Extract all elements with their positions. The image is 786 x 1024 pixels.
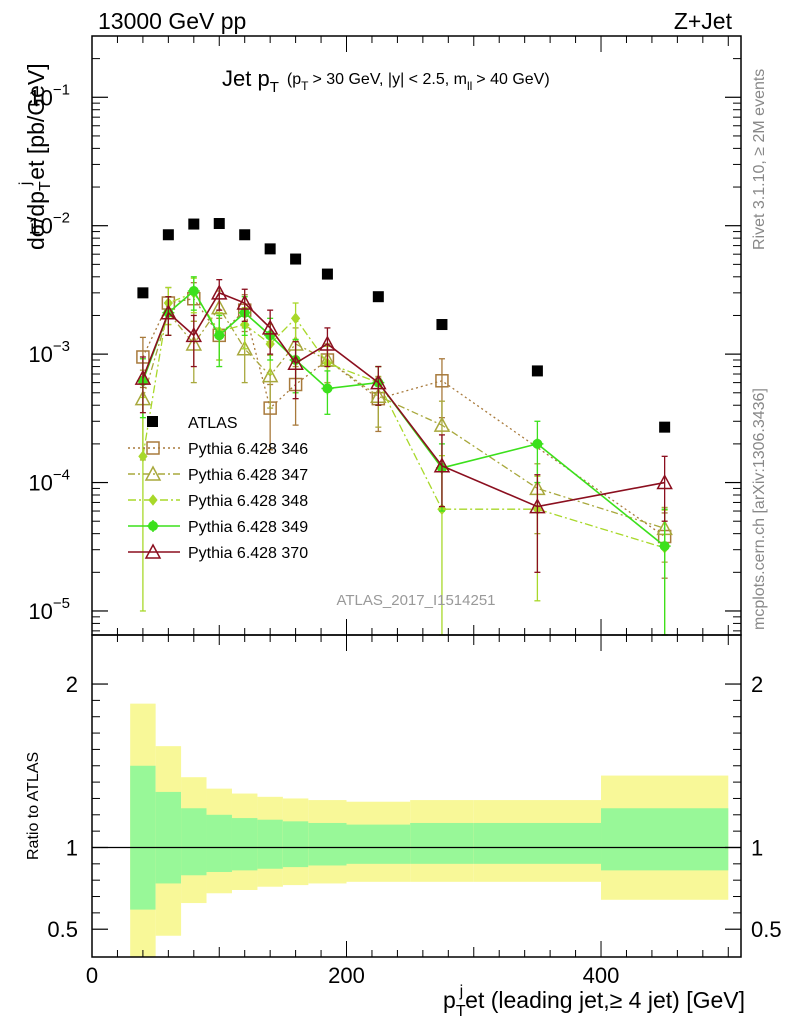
uncertainty-band-inner — [601, 808, 729, 871]
data-point — [261, 319, 279, 335]
ratio-y-tick-label: 2 — [751, 672, 763, 697]
data-point — [137, 287, 149, 299]
legend-label: Pythia 6.428 348 — [188, 493, 308, 510]
data-point — [433, 416, 451, 432]
ratio-y-tick-label: 2 — [66, 672, 78, 697]
legend-marker — [147, 520, 159, 532]
data-point — [436, 319, 448, 331]
data-point — [319, 335, 336, 351]
series-line — [142, 289, 666, 547]
analysis-watermark: ATLAS_2017_I1514251 — [336, 592, 495, 609]
ratio-y-tick-label: 0.5 — [751, 917, 782, 942]
data-point — [435, 374, 449, 388]
legend-marker — [148, 494, 158, 506]
legend-label: Pythia 6.428 349 — [188, 519, 308, 536]
data-point — [531, 365, 543, 377]
ratio-y-axis-label: Ratio to ATLAS — [25, 752, 42, 860]
data-point — [321, 268, 333, 280]
data-point — [372, 291, 384, 303]
main-panel-content — [134, 218, 673, 636]
series-atlas-data — [137, 218, 671, 433]
uncertainty-band-inner — [346, 824, 411, 864]
ratio-y-tick-label: 1 — [751, 835, 763, 860]
data-point — [185, 326, 203, 343]
x-axis-label: pTjet (leading jet,≥ 4 jet) [GeV] — [443, 983, 745, 1020]
data-point — [188, 218, 200, 230]
ratio-panel-content — [92, 703, 741, 957]
legend: ATLAS Pythia 6.428 346 Pythia 6.428 347 Pyt… — [128, 415, 308, 562]
series-line — [142, 291, 665, 508]
data-point — [160, 304, 177, 320]
data-point — [290, 312, 301, 325]
series-line — [142, 298, 666, 538]
data-point — [236, 340, 253, 356]
ratio-y-tick-label: 1 — [66, 835, 78, 860]
uncertainty-band-inner — [473, 822, 602, 864]
data-point — [239, 229, 251, 241]
data-point — [162, 229, 174, 241]
series-line — [142, 306, 665, 529]
uncertainty-band-inner — [231, 818, 258, 871]
data-point — [433, 457, 451, 473]
rivet-version-label: Rivet 3.1.10, ≥ 2M events — [751, 69, 768, 250]
data-point — [138, 450, 148, 463]
data-point — [658, 540, 671, 553]
process-label: Z+Jet — [674, 8, 733, 34]
data-point — [656, 473, 673, 490]
uncertainty-band-inner — [206, 814, 232, 873]
data-point — [187, 285, 200, 298]
y-tick-label: 10−4 — [28, 467, 70, 496]
legend-marker — [144, 465, 162, 481]
y-tick-label: 10−5 — [28, 595, 70, 624]
energy-label: 13000 GeV pp — [98, 8, 246, 34]
legend-label: Pythia 6.428 346 — [188, 441, 308, 458]
plot-title: Jet pT (pT > 30 GeV, |y| < 2.5, mll > 40 Ge… — [222, 66, 550, 96]
uncertainty-band-inner — [130, 765, 156, 910]
x-tick-label: 400 — [583, 963, 620, 988]
y-tick-label: 10−1 — [28, 81, 70, 110]
y-tick-label: 10−3 — [28, 338, 70, 367]
main-axis-ticks: 10−5 10−4 10−3 10−2 10−1 — [28, 36, 741, 635]
data-point — [290, 253, 302, 265]
mcplots-source-label: mcplots.cern.ch [arXiv:1306.3436] — [751, 388, 768, 630]
main-y-axis-label: dσ/dpTjet [pb/GeV] — [17, 63, 54, 250]
data-point — [210, 284, 228, 300]
legend-marker — [144, 543, 162, 559]
y-tick-label: 10−2 — [28, 210, 70, 239]
data-point — [134, 369, 152, 385]
data-point — [529, 497, 546, 514]
uncertainty-band-inner — [181, 808, 207, 876]
legend-label: Pythia 6.428 347 — [188, 467, 308, 484]
data-point — [659, 421, 671, 433]
uncertainty-band-inner — [282, 821, 309, 868]
x-tick-label: 200 — [328, 963, 365, 988]
legend-marker — [147, 416, 158, 427]
legend-label: Pythia 6.428 370 — [188, 545, 308, 562]
data-point — [370, 374, 387, 390]
data-point — [531, 437, 544, 450]
data-point — [321, 382, 334, 395]
ratio-axis-ticks: 0 200 400 0.5 0.5 1 1 2 2 — [47, 635, 782, 988]
data-point — [213, 218, 225, 230]
legend-label: ATLAS — [188, 415, 238, 432]
legend-marker — [146, 441, 160, 455]
ratio-panel-frame — [91, 634, 742, 958]
uncertainty-band-inner — [410, 822, 474, 864]
x-tick-label: 0 — [86, 963, 98, 988]
uncertainty-band-inner — [257, 819, 283, 869]
data-point — [287, 354, 304, 370]
data-point — [236, 294, 253, 310]
uncertainty-band-inner — [155, 791, 182, 884]
data-point — [213, 329, 226, 342]
data-point — [261, 367, 279, 383]
series-s370 — [134, 279, 673, 573]
uncertainty-band-inner — [308, 822, 347, 866]
ratio-y-tick-label: 0.5 — [47, 917, 78, 942]
data-point — [264, 243, 276, 255]
